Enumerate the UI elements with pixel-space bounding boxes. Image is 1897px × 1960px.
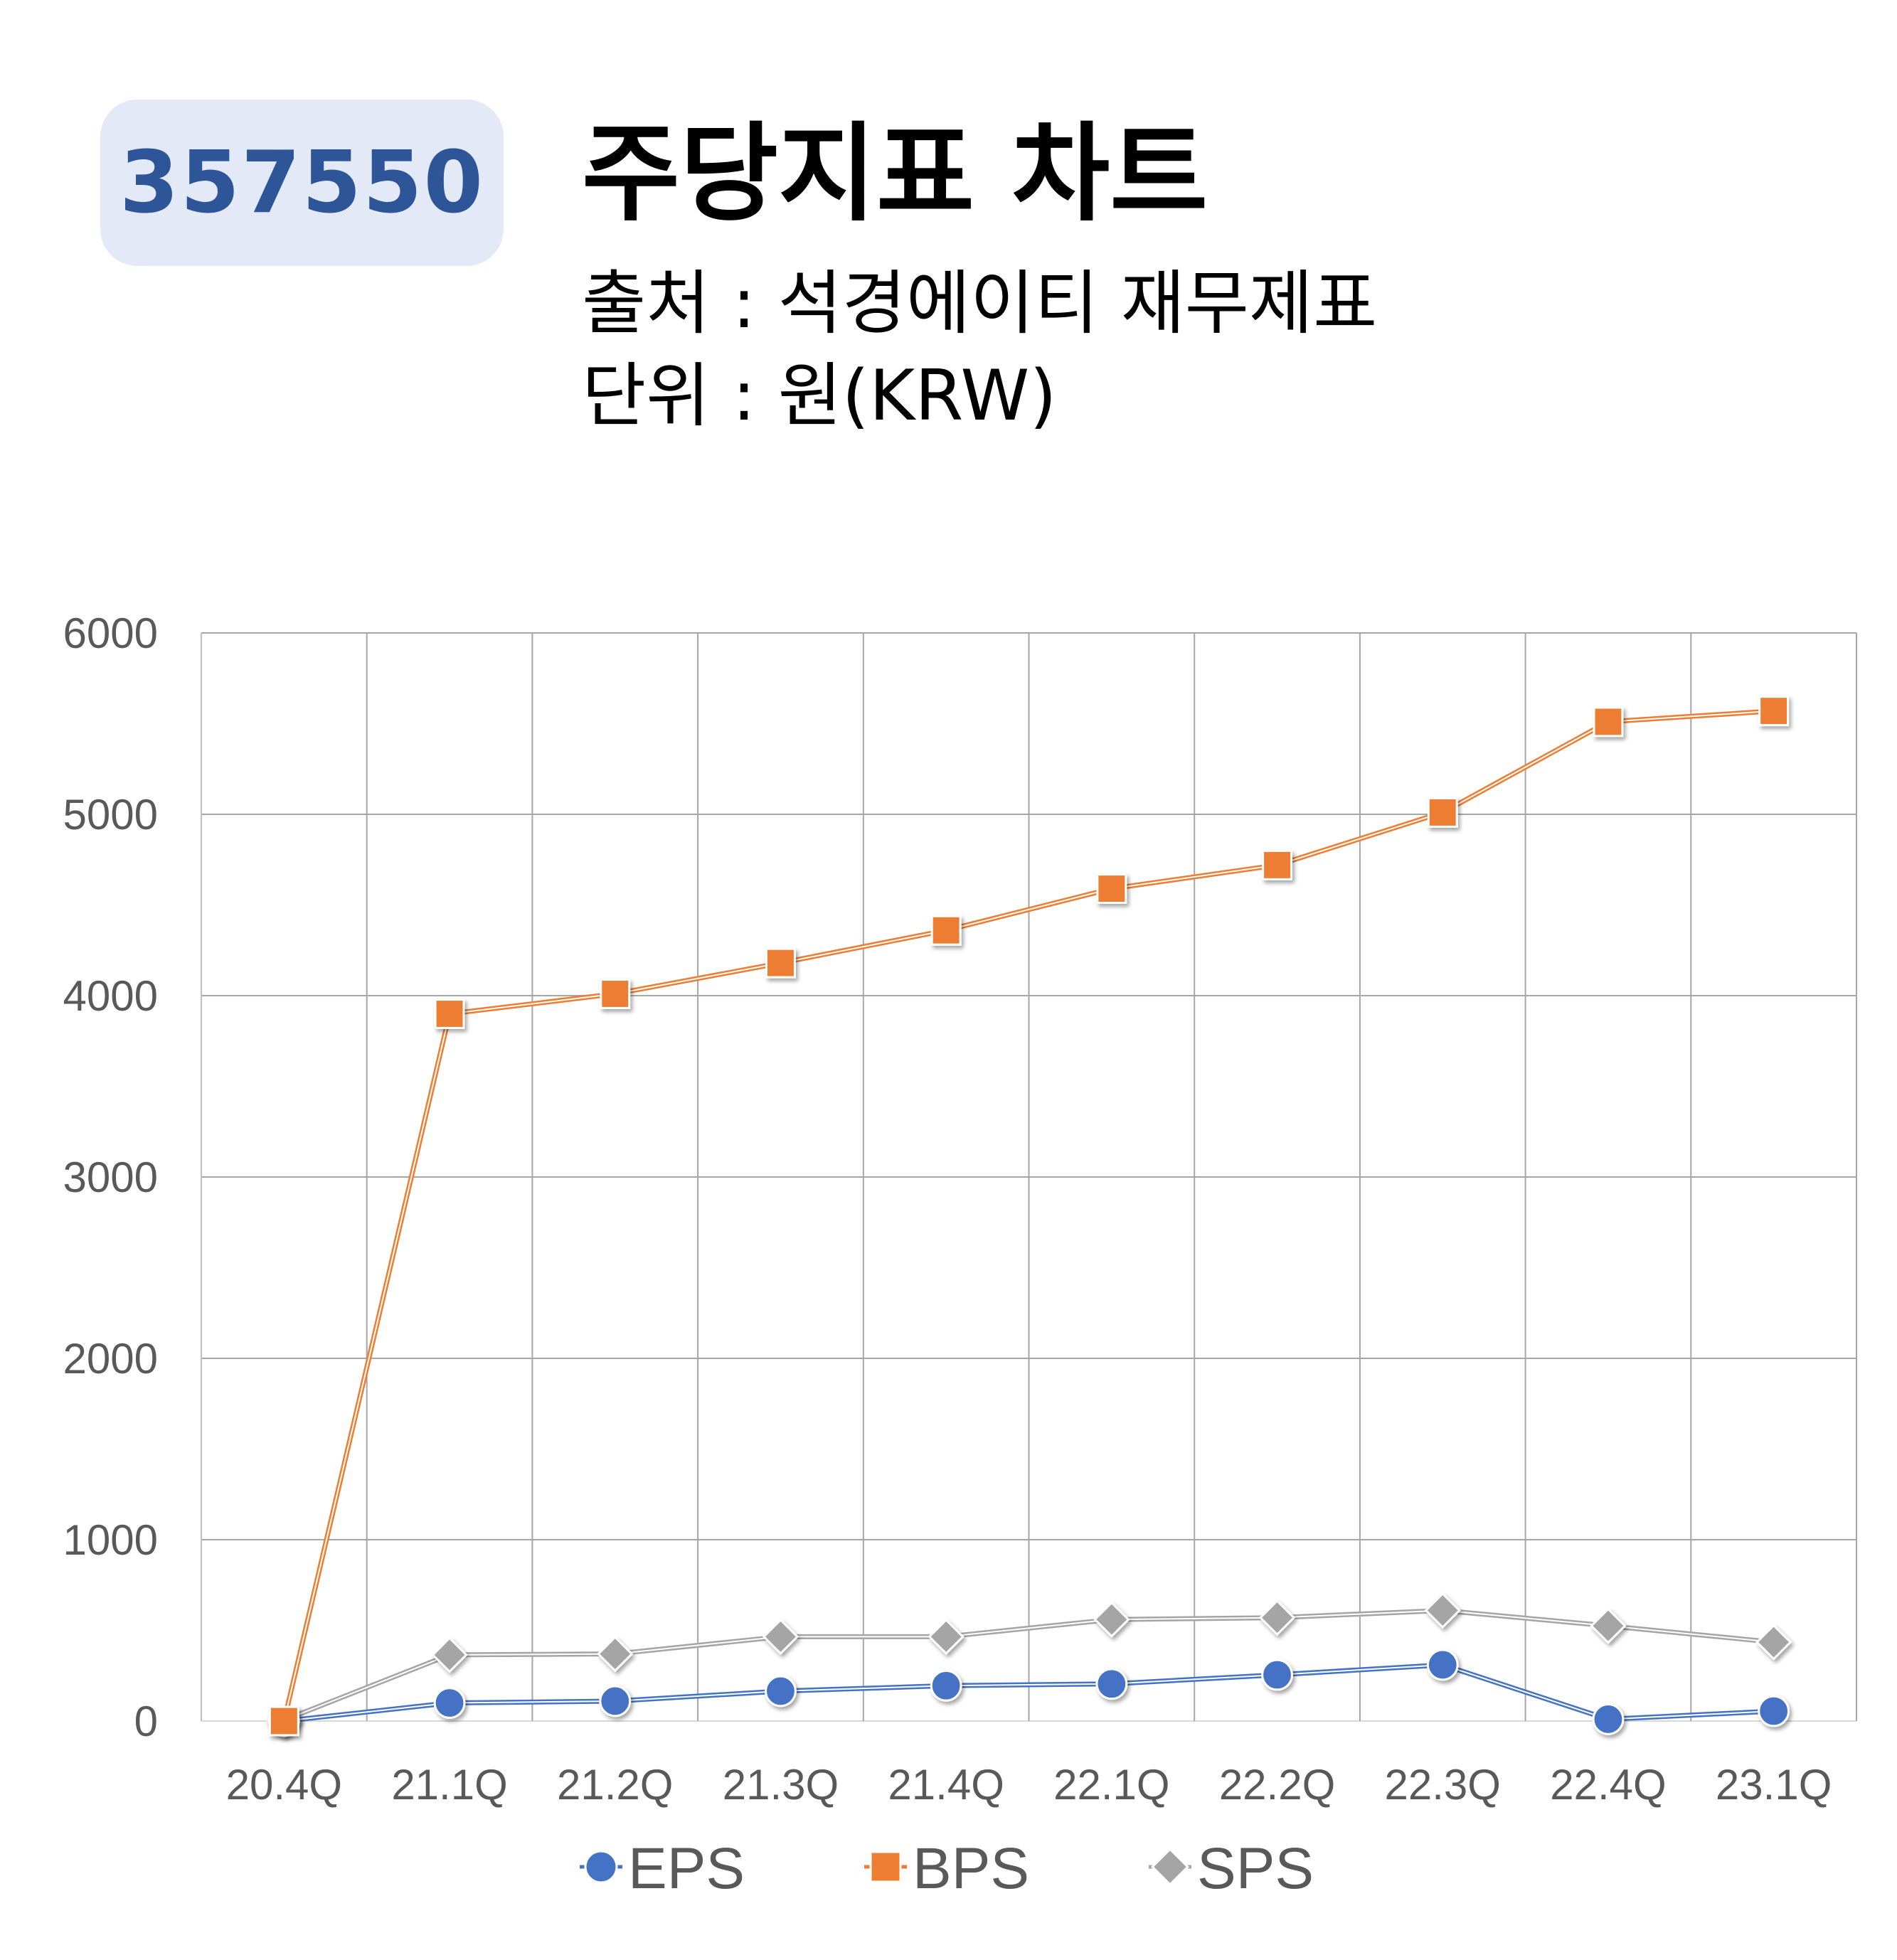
y-tick-label: 4000	[63, 972, 158, 1020]
x-tick-label: 20.4Q	[226, 1761, 342, 1809]
data-point-bps	[268, 1705, 299, 1737]
data-point-bps	[434, 998, 465, 1029]
x-tick-label: 22.4Q	[1550, 1761, 1666, 1809]
data-point-sps	[1258, 1599, 1296, 1636]
legend-label: BPS	[913, 1836, 1029, 1901]
series	[265, 696, 1792, 1739]
legend-label: SPS	[1197, 1836, 1314, 1901]
legend: EPS BPS SPS	[580, 1836, 1314, 1901]
data-point-bps	[1096, 873, 1127, 904]
x-tick-label: 21.2Q	[557, 1761, 673, 1809]
data-point-eps	[433, 1687, 466, 1719]
data-point-bps	[930, 915, 962, 946]
data-point-eps	[1095, 1668, 1128, 1700]
data-point-eps	[599, 1685, 632, 1717]
y-tick-label: 2000	[63, 1335, 158, 1383]
y-tick-label: 5000	[63, 791, 158, 838]
legend-marker-circle	[584, 1850, 618, 1884]
data-point-eps	[765, 1675, 797, 1708]
ticker-code: 357550	[119, 133, 484, 233]
series-line-highlight-eps	[284, 1663, 1774, 1722]
chart-title: 주당지표 차트	[582, 112, 1208, 236]
series-eps	[267, 1649, 1790, 1737]
unit-note: 단위 : 원(KRW)	[582, 356, 1057, 437]
legend-item-sps: SPS	[1149, 1836, 1314, 1901]
data-point-bps	[1262, 849, 1292, 880]
y-tick-label: 3000	[63, 1154, 158, 1201]
x-tick-label: 22.2Q	[1219, 1761, 1335, 1809]
legend-item-eps: EPS	[580, 1836, 745, 1901]
data-point-sps	[762, 1618, 799, 1656]
data-point-eps	[1261, 1658, 1293, 1691]
legend-marker-square	[869, 1850, 902, 1883]
x-tick-label: 21.1Q	[391, 1761, 507, 1809]
series-bps	[268, 696, 1790, 1737]
legend-label: EPS	[628, 1836, 745, 1901]
data-point-bps	[765, 947, 796, 979]
data-point-eps	[1758, 1695, 1790, 1727]
y-tick-label: 0	[134, 1698, 158, 1745]
data-point-sps	[431, 1636, 468, 1673]
data-point-sps	[1424, 1592, 1461, 1629]
legend-marker-diamond	[1151, 1848, 1189, 1886]
data-point-sps	[1590, 1607, 1627, 1644]
ticker-badge: 357550	[100, 100, 504, 266]
legend-item-bps: BPS	[864, 1836, 1029, 1901]
axis-ticks: 0 1000 2000 3000 4000 5000 6000 20.4Q 21.1Q 21.2Q…	[63, 609, 1832, 1809]
source-note: 출처 : 석경에이티 재무제표	[582, 263, 1378, 344]
data-point-eps	[1426, 1649, 1459, 1681]
x-tick-label: 22.3Q	[1385, 1761, 1501, 1809]
y-tick-label: 6000	[63, 609, 158, 657]
y-tick-label: 1000	[63, 1516, 158, 1564]
data-point-bps	[1427, 797, 1458, 828]
data-point-sps	[928, 1618, 965, 1656]
data-point-sps	[1093, 1601, 1130, 1638]
data-point-bps	[600, 979, 631, 1009]
grid	[201, 632, 1857, 1722]
x-tick-label: 23.1Q	[1716, 1761, 1832, 1809]
data-point-sps	[1755, 1624, 1792, 1661]
data-point-eps	[1592, 1703, 1625, 1735]
data-point-bps	[1758, 696, 1790, 727]
series-line-highlight-sps	[283, 1609, 1774, 1721]
x-tick-label: 21.4Q	[888, 1761, 1004, 1809]
data-point-eps	[930, 1669, 962, 1702]
data-point-bps	[1593, 706, 1624, 737]
series-line-highlight-bps	[283, 710, 1774, 1722]
data-point-sps	[597, 1635, 634, 1673]
x-tick-label: 22.1Q	[1053, 1761, 1169, 1809]
x-tick-label: 21.3Q	[723, 1761, 839, 1809]
